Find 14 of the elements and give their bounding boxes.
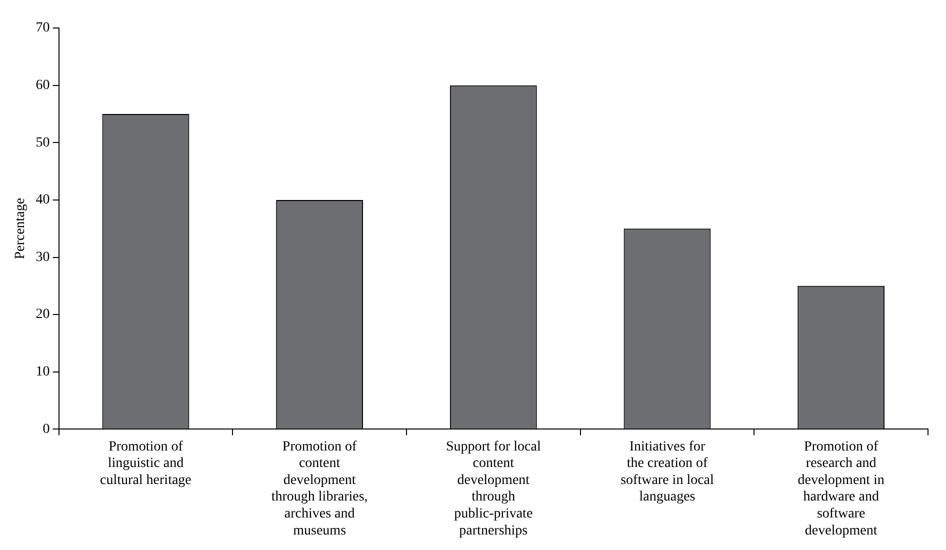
y-tick-label: 30 xyxy=(36,250,50,265)
y-tick-label: 0 xyxy=(42,422,50,437)
x-tick-label: Promotion of linguistic and cultural heritage xyxy=(100,439,192,488)
y-tick-label: 20 xyxy=(36,307,50,322)
x-tick-label: Initiatives for the creation of software in local languages xyxy=(620,439,714,505)
y-tick-label: 60 xyxy=(36,78,50,93)
x-tick-label: Promotion of content development through libraries, archives and museums xyxy=(271,439,368,538)
y-tick-label: 10 xyxy=(36,364,50,380)
y-tick-label: 70 xyxy=(36,20,50,36)
y-tick-label: 40 xyxy=(36,192,50,208)
y-axis-title: Percentage xyxy=(13,198,28,260)
y-tick-label: 50 xyxy=(36,135,50,150)
x-tick-label: Promotion of research and development in hardware and software development xyxy=(798,439,884,538)
x-tick-label: Support for local content development through public-private partnerships xyxy=(446,439,541,538)
